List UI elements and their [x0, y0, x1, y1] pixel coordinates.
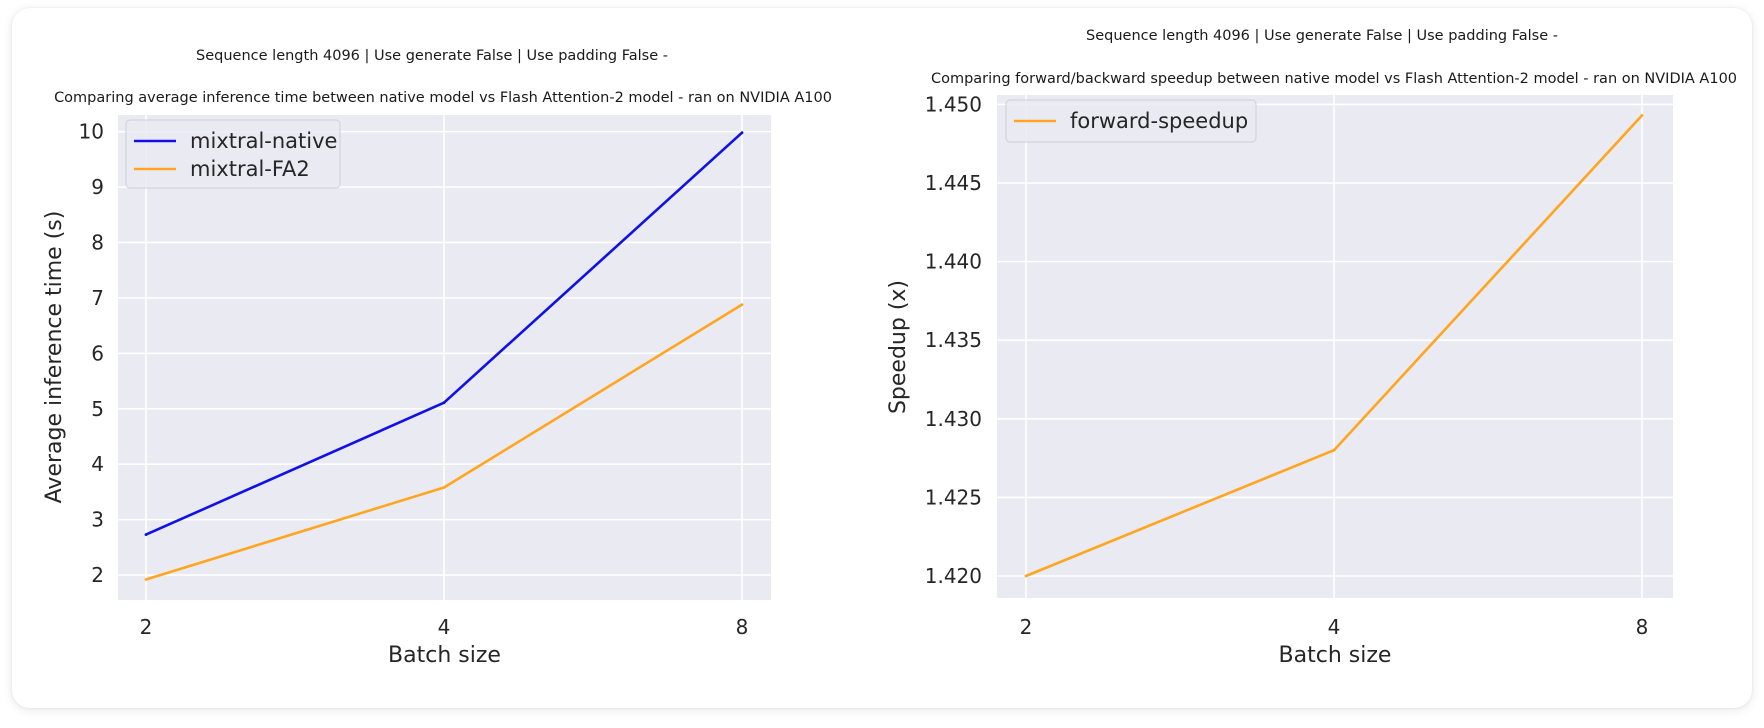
data-point	[740, 303, 744, 306]
chart-title-line-2: Comparing forward/backward speedup betwe…	[931, 71, 1737, 87]
x-tick-label: 8	[736, 615, 749, 639]
legend: forward-speedup	[1005, 99, 1257, 143]
legend: mixtral-native mixtral-FA2	[125, 119, 341, 189]
legend-label: mixtral-native	[190, 129, 337, 153]
y-tick-label: 8	[91, 230, 104, 254]
chart-title-line-1: Sequence length 4096 | Use generate Fals…	[196, 48, 668, 64]
data-point	[144, 578, 148, 581]
y-axis-label: Speedup (x)	[886, 280, 911, 414]
y-tick-label: 2	[91, 563, 104, 587]
legend-box	[1005, 99, 1257, 143]
x-tick-label: 2	[140, 615, 153, 639]
y-tick-label: 1.420	[925, 564, 982, 588]
y-tick-label: 10	[79, 120, 104, 144]
y-tick-label: 1.435	[925, 328, 982, 352]
y-tick-label: 1.425	[925, 485, 982, 509]
data-point	[1640, 114, 1644, 117]
data-point	[442, 486, 446, 489]
x-tick-label: 4	[1328, 615, 1341, 639]
y-tick-label: 1.450	[925, 92, 982, 116]
y-tick-label: 1.445	[925, 171, 982, 195]
legend-box	[125, 119, 341, 189]
legend-label: forward-speedup	[1070, 109, 1248, 133]
plot-area	[997, 95, 1673, 598]
y-tick-label: 3	[91, 508, 104, 532]
data-point	[740, 131, 744, 135]
x-axis-label: Batch size	[388, 643, 501, 668]
x-axis-label: Batch size	[1279, 643, 1392, 668]
chart-title-line-2: Comparing average inference time between…	[54, 90, 832, 106]
y-axis-label: Average inference time (s)	[42, 211, 67, 504]
data-point	[1332, 448, 1336, 452]
y-tick-label: 5	[91, 397, 104, 421]
x-tick-label: 2	[1020, 615, 1033, 639]
y-tick-label: 1.430	[925, 407, 982, 431]
y-tick-label: 9	[91, 175, 104, 199]
chart-title-line-1: Sequence length 4096 | Use generate Fals…	[1086, 28, 1558, 44]
chart-1: 2 3 4 5 6 7 8 9 10 2 4 8 Sequence length 4096 | Use …	[42, 48, 832, 668]
data-point	[1024, 574, 1028, 578]
data-point	[442, 401, 446, 405]
y-tick-label: 7	[91, 286, 104, 310]
legend-label: mixtral-FA2	[190, 157, 310, 181]
y-tick-label: 4	[91, 452, 104, 476]
x-tick-label: 4	[438, 615, 451, 639]
chart-2: 1.420 1.425 1.430 1.435 1.440 1.445 1.450 2 4 8 Se…	[886, 28, 1737, 668]
y-tick-label: 6	[91, 341, 104, 365]
x-tick-label: 8	[1636, 615, 1649, 639]
y-tick-label: 1.440	[925, 250, 982, 274]
data-point	[144, 533, 148, 536]
